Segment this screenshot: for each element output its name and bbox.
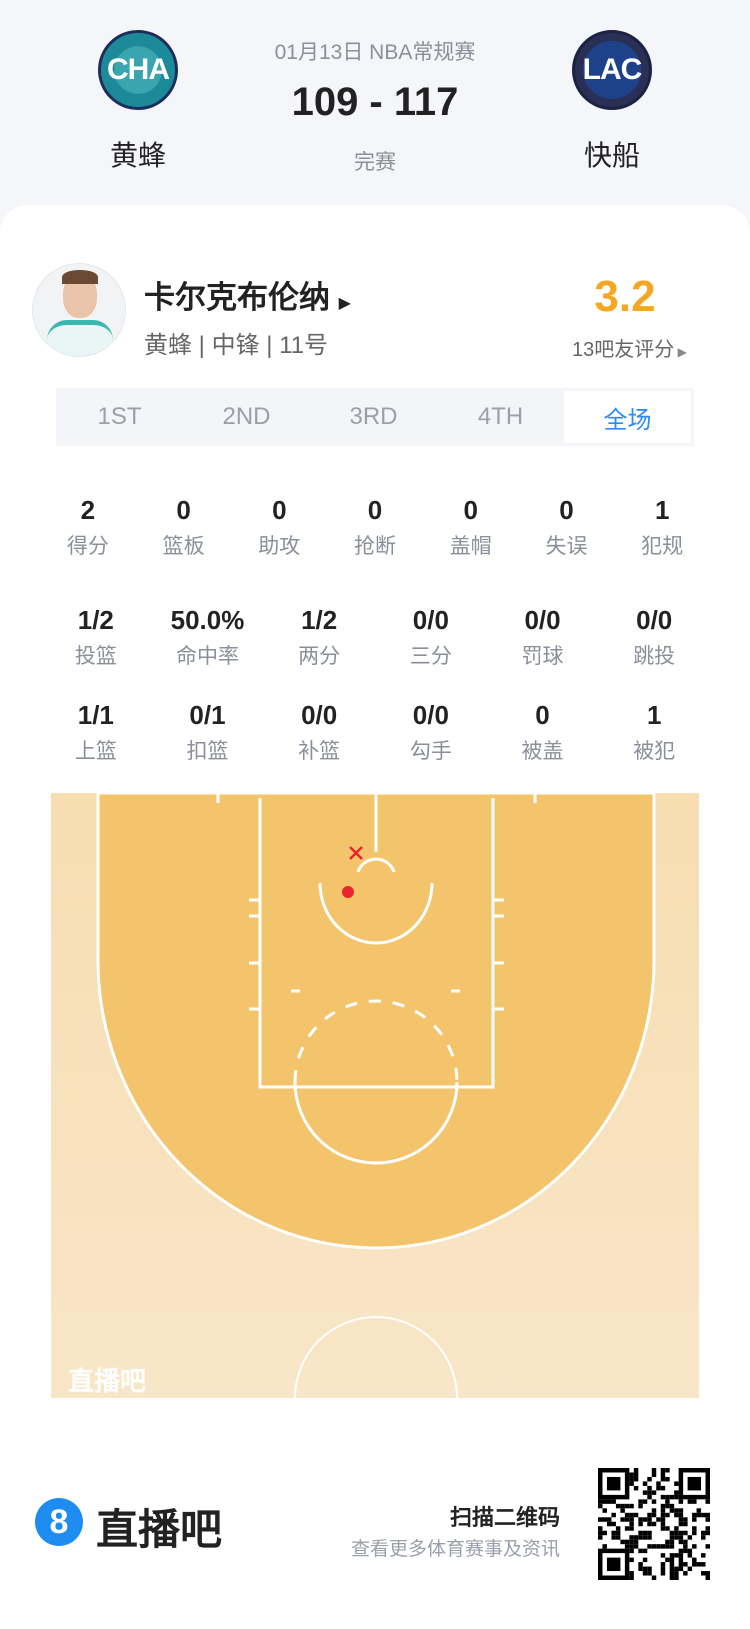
stat-value: 0/0 (301, 700, 338, 730)
free-throw-circle-bottom (293, 1081, 459, 1165)
tab-3rd[interactable]: 3RD (349, 403, 398, 430)
player-rating: 3.2 (594, 272, 656, 321)
caret-right-icon: ▶ (338, 295, 351, 312)
stat-value: 2 (80, 495, 96, 525)
stat-label: 命中率 (176, 645, 239, 668)
match-date-league: 01月13日 NBA常规赛 (274, 41, 476, 64)
lane-lines (258, 798, 495, 1089)
tab-full-game[interactable]: 全场 (564, 391, 691, 443)
stat-label: 补篮 (298, 740, 341, 763)
stat-value: 0 (463, 495, 478, 525)
period-tabs: 1ST 2ND 3RD 4TH 全场 (56, 388, 694, 446)
stat-value: 0 (367, 495, 383, 525)
match-score: 109 - 117 (291, 80, 459, 124)
stat-label: 篮板 (162, 535, 205, 558)
stat-label: 跳投 (633, 645, 676, 668)
stat-value: 0 (272, 495, 287, 525)
stats-row: 1/1 上篮 0/1 扣篮 0/0 补篮 0/0 勾手 0 被盖 1 被犯 (40, 697, 710, 765)
stat-item: 0/0 三分 (375, 602, 487, 670)
brand-logo-icon: 8 (35, 1498, 83, 1546)
shot-made-marker (342, 886, 354, 898)
rating-label: 13吧友评分 (572, 339, 675, 361)
match-status: 完赛 (354, 151, 396, 174)
qr-code (598, 1468, 710, 1580)
stat-value: 0/0 (636, 605, 673, 635)
stat-value: 50.0% (170, 605, 245, 635)
stat-item: 0/0 补篮 (263, 697, 375, 765)
qr-subtitle: 查看更多体育赛事及资讯 (350, 1539, 560, 1560)
stat-label: 失误 (545, 535, 588, 558)
stat-label: 投篮 (74, 645, 117, 668)
stat-value: 0/0 (524, 605, 561, 635)
stat-value: 1 (646, 700, 662, 730)
qr-title: 扫描二维码 (449, 1505, 560, 1530)
stat-item: 0 助攻 (231, 492, 327, 560)
stat-item: 1 被犯 (598, 697, 710, 765)
stat-value: 0/1 (189, 700, 226, 730)
stat-value: 1/2 (77, 605, 114, 635)
player-name: 卡尔克布伦纳 (144, 280, 330, 315)
court-watermark: 直播吧 (68, 1366, 146, 1396)
stat-value: 0 (535, 700, 550, 730)
tab-1st[interactable]: 1ST (97, 403, 142, 430)
stat-value: 1 (654, 495, 670, 525)
stat-label: 罚球 (521, 645, 564, 668)
stat-item: 50.0% 命中率 (152, 602, 264, 670)
player-avatar (32, 263, 126, 357)
stat-value: 0/0 (412, 605, 449, 635)
stat-value: 0/0 (412, 700, 449, 730)
stat-item: 0 盖帽 (423, 492, 519, 560)
brand-name: 直播吧 (96, 1506, 223, 1553)
stat-label: 被犯 (633, 740, 676, 763)
stat-item: 0 失误 (519, 492, 615, 560)
stat-item: 0 被盖 (487, 697, 599, 765)
stat-label: 得分 (66, 535, 109, 558)
stat-label: 扣篮 (186, 740, 229, 763)
stat-item: 2 得分 (40, 492, 136, 560)
stat-item: 0 篮板 (136, 492, 232, 560)
caret-right-icon: ▶ (674, 345, 687, 359)
shot-chart-court: 直播吧 (51, 793, 699, 1398)
rating-link[interactable]: 13吧友评分 ▶ (572, 333, 687, 362)
stat-item: 0/0 跳投 (598, 602, 710, 670)
court-ticks (216, 793, 537, 1011)
hoop-arc (356, 857, 396, 873)
stat-value: 0 (559, 495, 574, 525)
restricted-arc (318, 882, 434, 945)
center-circle (294, 1316, 458, 1398)
stats-row: 1/2 投篮 50.0% 命中率 1/2 两分 0/0 三分 0/0 罚球 0/0 跳投 (40, 602, 710, 670)
stat-value: 0 (176, 495, 191, 525)
stat-item: 0/0 罚球 (487, 602, 599, 670)
stat-label: 两分 (298, 645, 341, 668)
player-info: 黄蜂 | 中锋 | 11号 (144, 332, 329, 359)
stats-row: 2 得分 0 篮板 0 助攻 0 抢断 0 盖帽 0 失误 1 犯规 (40, 492, 710, 560)
stat-item: 0 抢断 (327, 492, 423, 560)
stat-label: 三分 (409, 645, 452, 668)
three-point-area (96, 793, 656, 1250)
away-team-name: 快船 (583, 140, 640, 171)
stat-label: 被盖 (521, 740, 564, 763)
stat-label: 助攻 (258, 535, 301, 558)
stat-item: 0/1 扣篮 (152, 697, 264, 765)
shot-missed-marker (349, 846, 363, 860)
free-throw-circle-top (293, 999, 459, 1083)
stat-item: 1/2 两分 (263, 602, 375, 670)
player-name-link[interactable]: 卡尔克布伦纳 ▶ (144, 272, 351, 317)
stat-value: 1/1 (77, 700, 114, 730)
stat-item: 1/2 投篮 (40, 602, 152, 670)
tab-4th[interactable]: 4TH (477, 403, 524, 430)
stat-label: 上篮 (74, 740, 117, 763)
stat-value: 1/2 (301, 605, 338, 635)
stat-item: 1/1 上篮 (40, 697, 152, 765)
stat-label: 勾手 (409, 740, 452, 763)
lac-logo: LAC (572, 30, 652, 110)
tab-2nd[interactable]: 2ND (222, 403, 271, 430)
stat-item: 1 犯规 (614, 492, 710, 560)
cha-logo: CHA (98, 30, 178, 110)
stat-label: 抢断 (354, 535, 397, 558)
stat-item: 0/0 勾手 (375, 697, 487, 765)
stat-label: 犯规 (641, 535, 684, 558)
home-team-name: 黄蜂 (109, 140, 166, 171)
stat-label: 盖帽 (449, 535, 492, 558)
